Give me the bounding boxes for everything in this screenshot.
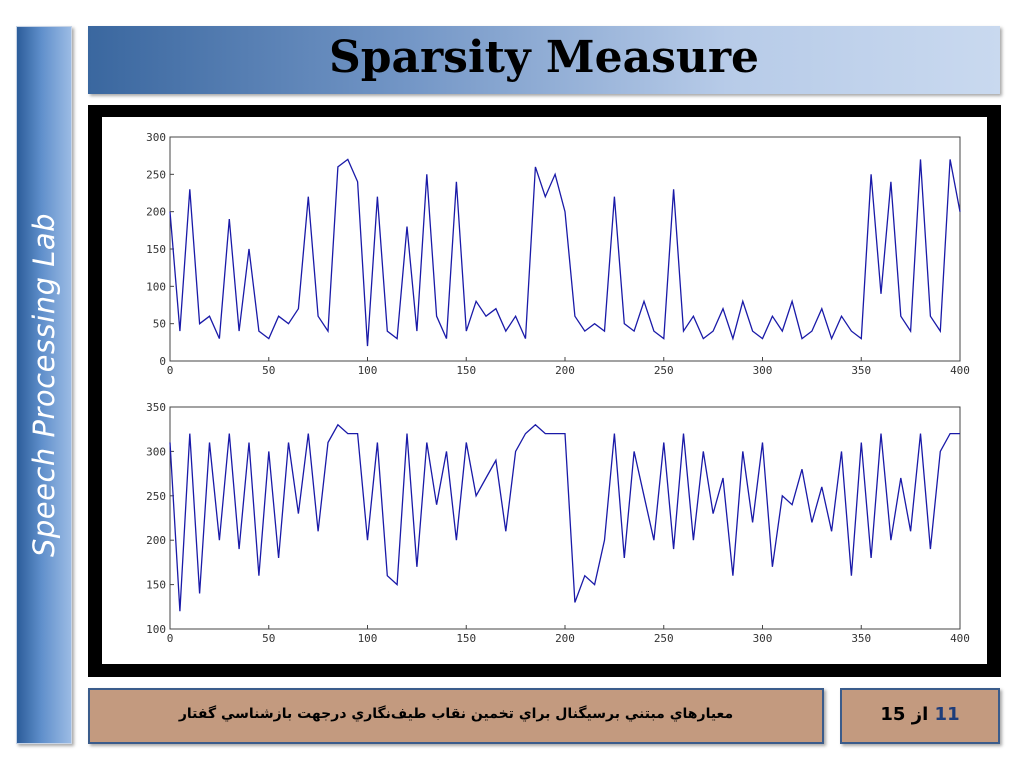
y-tick-label: 150	[146, 579, 166, 592]
x-tick-label: 200	[555, 632, 575, 645]
y-tick-label: 250	[146, 490, 166, 503]
x-tick-label: 350	[851, 632, 871, 645]
x-tick-label: 100	[358, 364, 378, 377]
x-tick-label: 300	[753, 632, 773, 645]
y-tick-label: 250	[146, 168, 166, 181]
page-total: 15	[880, 704, 906, 725]
y-tick-label: 300	[146, 131, 166, 144]
lab-name: Speech Processing Lab	[27, 212, 61, 558]
x-tick-label: 200	[555, 364, 575, 377]
sidebar-banner: Speech Processing Lab	[16, 26, 72, 744]
x-tick-label: 0	[167, 364, 174, 377]
y-tick-label: 200	[146, 206, 166, 219]
y-tick-label: 50	[153, 318, 166, 331]
y-tick-label: 350	[146, 401, 166, 414]
x-tick-label: 400	[950, 632, 970, 645]
axes-box	[169, 136, 961, 362]
footer-caption: معيارهاي مبتني برسيگنال براي تخمين نقاب …	[178, 706, 734, 722]
chart-panel-1: 0 50 100 150 200 250 300 350 400 0 50 100 150 200 250 3…	[146, 131, 970, 377]
x-tick-label: 250	[654, 364, 674, 377]
chart-panel-2: 0 50 100 150 200 250 300 350 400 100 150 200 250 300 3…	[146, 401, 970, 645]
x-tick-label: 150	[456, 364, 476, 377]
y-tick-label: 0	[159, 355, 166, 368]
page-number-box: 11 از 15	[840, 688, 1000, 744]
x-tick-label: 250	[654, 632, 674, 645]
series-line	[169, 158, 961, 347]
series-line	[169, 423, 960, 612]
y-tick-label: 300	[146, 445, 166, 458]
page-current: 11	[934, 704, 960, 725]
x-tick-label: 400	[950, 364, 970, 377]
x-tick-label: 100	[358, 632, 378, 645]
charts-svg: 0 50 100 150 200 250 300 350 400 0 50 100 150 200 250 3…	[146, 131, 970, 645]
slide-title: Sparsity Measure	[328, 32, 760, 83]
x-tick-label: 150	[456, 632, 476, 645]
page-number: 11 از 15	[842, 704, 998, 725]
y-tick-label: 100	[146, 623, 166, 636]
figure-area: 0 50 100 150 200 250 300 350 400 0 50 100 150 200 250 3…	[102, 117, 987, 664]
footer-caption-box: معيارهاي مبتني برسيگنال براي تخمين نقاب …	[88, 688, 824, 744]
x-tick-label: 50	[262, 364, 275, 377]
title-banner: Sparsity Measure	[88, 26, 1000, 94]
page-separator: از	[911, 704, 929, 725]
x-tick-label: 50	[262, 632, 275, 645]
y-tick-label: 150	[146, 243, 166, 256]
y-tick-label: 200	[146, 534, 166, 547]
x-tick-label: 300	[753, 364, 773, 377]
x-tick-label: 350	[851, 364, 871, 377]
x-tick-label: 0	[167, 632, 174, 645]
y-tick-label: 100	[146, 280, 166, 293]
